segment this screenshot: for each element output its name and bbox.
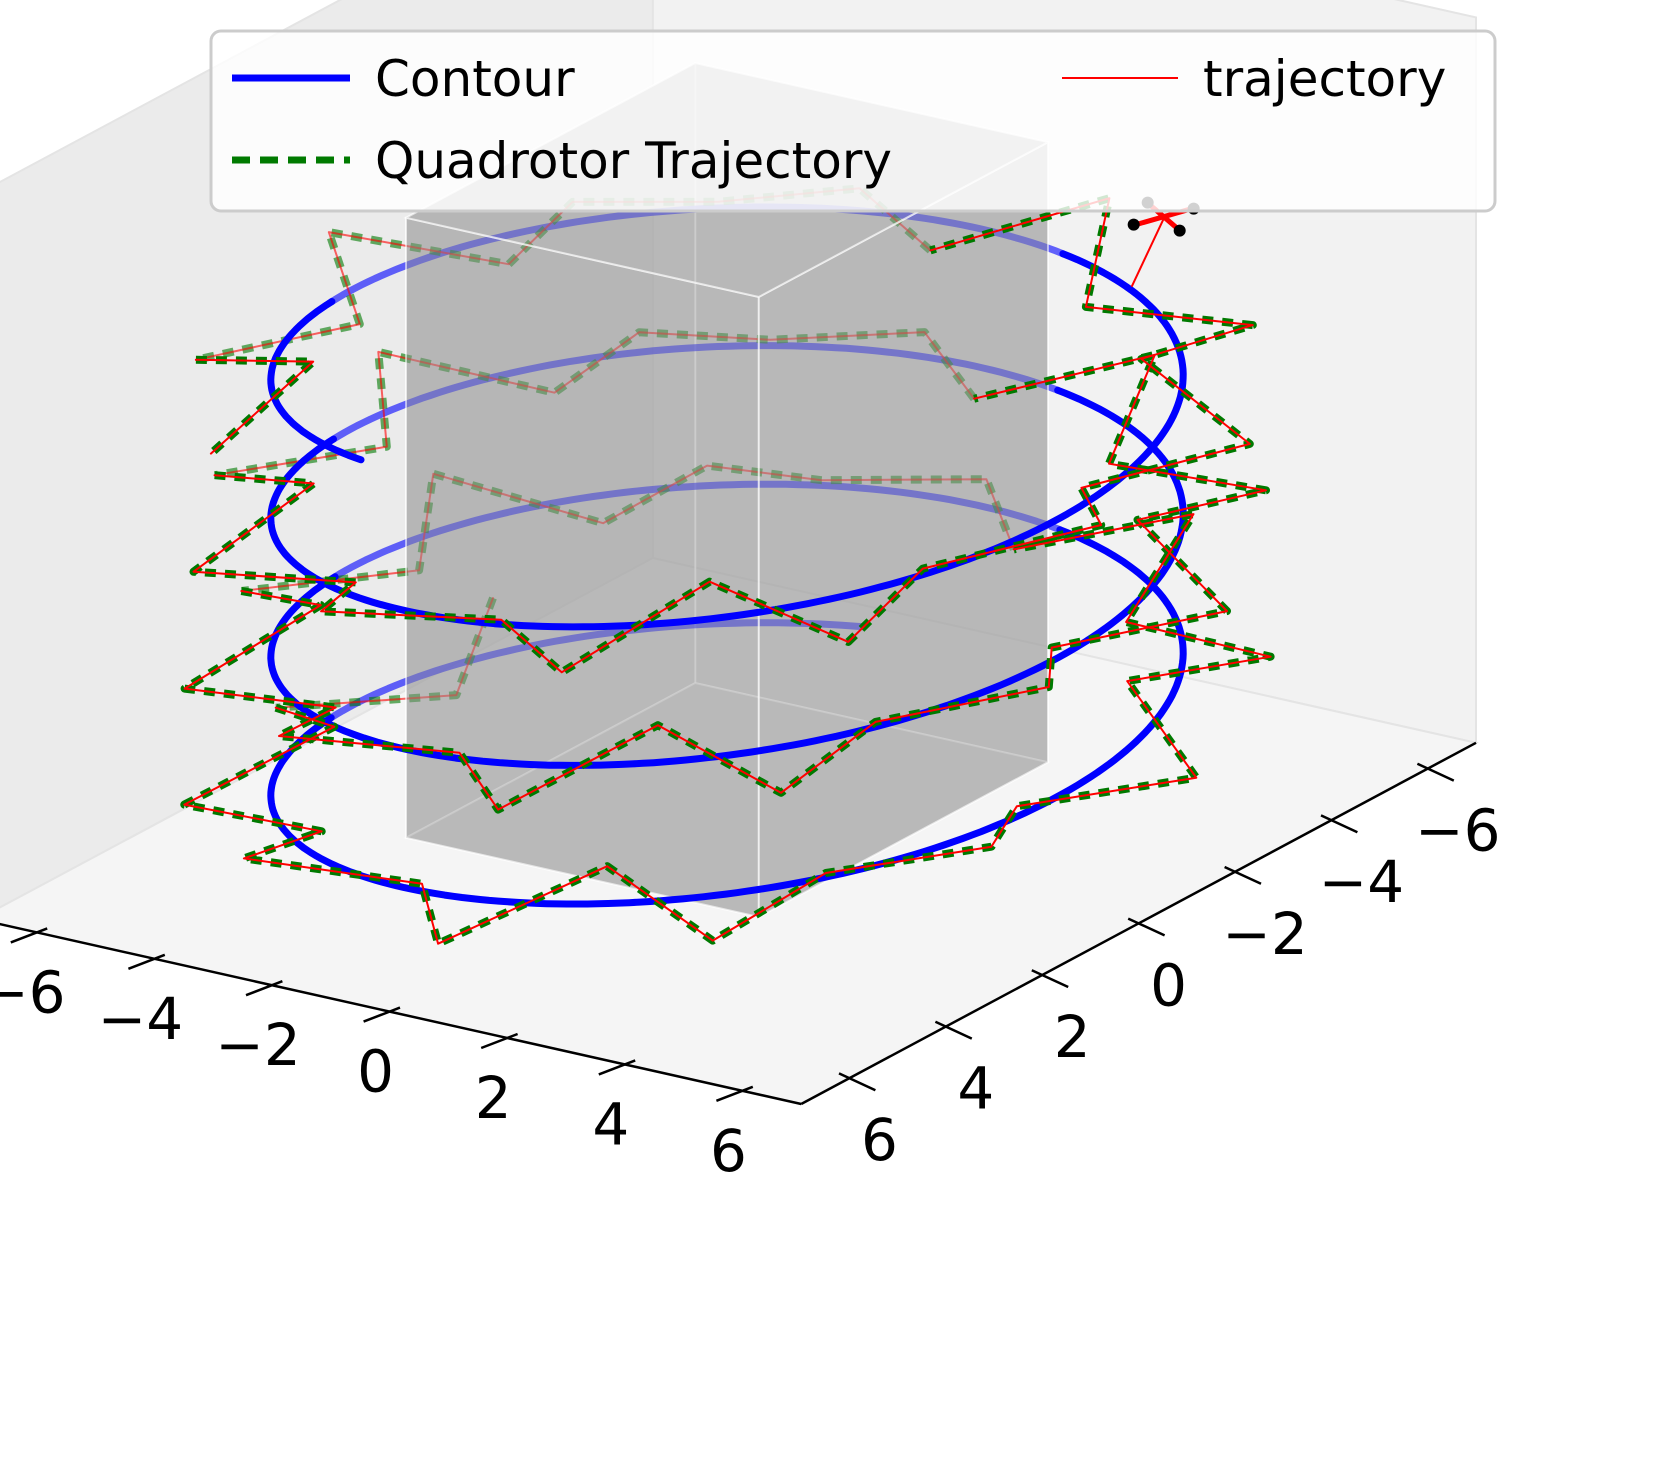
y-tick-3-label: 0	[357, 1038, 394, 1106]
y-tick-3-tick	[363, 1006, 401, 1023]
trajectory-line-7	[194, 358, 315, 455]
y-tick-4-tick	[480, 1032, 519, 1050]
x-tick-0-tick	[1416, 762, 1455, 782]
x-tick-6-label: 6	[861, 1106, 898, 1174]
contour-line-7	[267, 298, 365, 464]
legend: Contour trajectory Quadrotor Trajectory	[209, 29, 1497, 213]
y-tick-0-tick	[10, 927, 48, 944]
y-tick-6-tick	[715, 1085, 754, 1102]
y-tick-5-tick	[598, 1059, 636, 1076]
trajectory-line-1	[183, 513, 1272, 945]
trajectory-line-5	[192, 197, 1254, 674]
y-tick-4-label: 2	[475, 1064, 512, 1132]
y-tick-0-label: −6	[0, 958, 66, 1026]
y-tick-2-tick	[245, 980, 283, 997]
x-tick-4-label: 2	[1054, 1003, 1091, 1071]
x-tick-1-label: −4	[1319, 848, 1405, 916]
y-tick-6-label: 6	[710, 1117, 747, 1185]
y-tick-1-tick	[127, 953, 166, 970]
y-tick-1-label: −4	[98, 985, 184, 1053]
series-front	[180, 194, 1275, 948]
quadrotor-heading	[1130, 218, 1165, 288]
x-tick-1-tick	[1320, 814, 1358, 834]
obstacle-front-face-0	[405, 216, 760, 919]
x-tick-4-tick	[1031, 969, 1069, 989]
x-tick-6-tick	[838, 1072, 876, 1092]
y-tick-5-label: 4	[592, 1090, 629, 1158]
x-tick-5-label: 4	[957, 1055, 994, 1123]
legend-label-contour: Contour	[375, 50, 575, 108]
legend-label-trajectory: trajectory	[1203, 50, 1446, 108]
axis-lines	[0, 741, 1477, 1106]
trajectory-line-3	[183, 353, 1267, 811]
x-tick-0-label: −6	[1415, 797, 1501, 865]
x-tick-2-tick	[1224, 865, 1262, 885]
contour-line-0	[327, 619, 867, 722]
trajectory-line-0	[274, 597, 494, 709]
legend-label-quadrotor-trajectory: Quadrotor Trajectory	[375, 132, 892, 190]
y-tick-2-label: −2	[215, 1011, 301, 1079]
x-tick-3-label: 0	[1150, 951, 1187, 1019]
x-tick-5-tick	[934, 1020, 973, 1040]
trajectory-line-4	[213, 331, 976, 477]
x-tick-3-tick	[1127, 917, 1166, 937]
quadrotor-rotor-3	[1173, 224, 1186, 237]
x-tick-2-label: −2	[1222, 900, 1308, 968]
legend-frame	[209, 29, 1497, 213]
trajectory-line-2	[240, 464, 1015, 592]
quadrotor-rotor-0	[1127, 218, 1140, 231]
